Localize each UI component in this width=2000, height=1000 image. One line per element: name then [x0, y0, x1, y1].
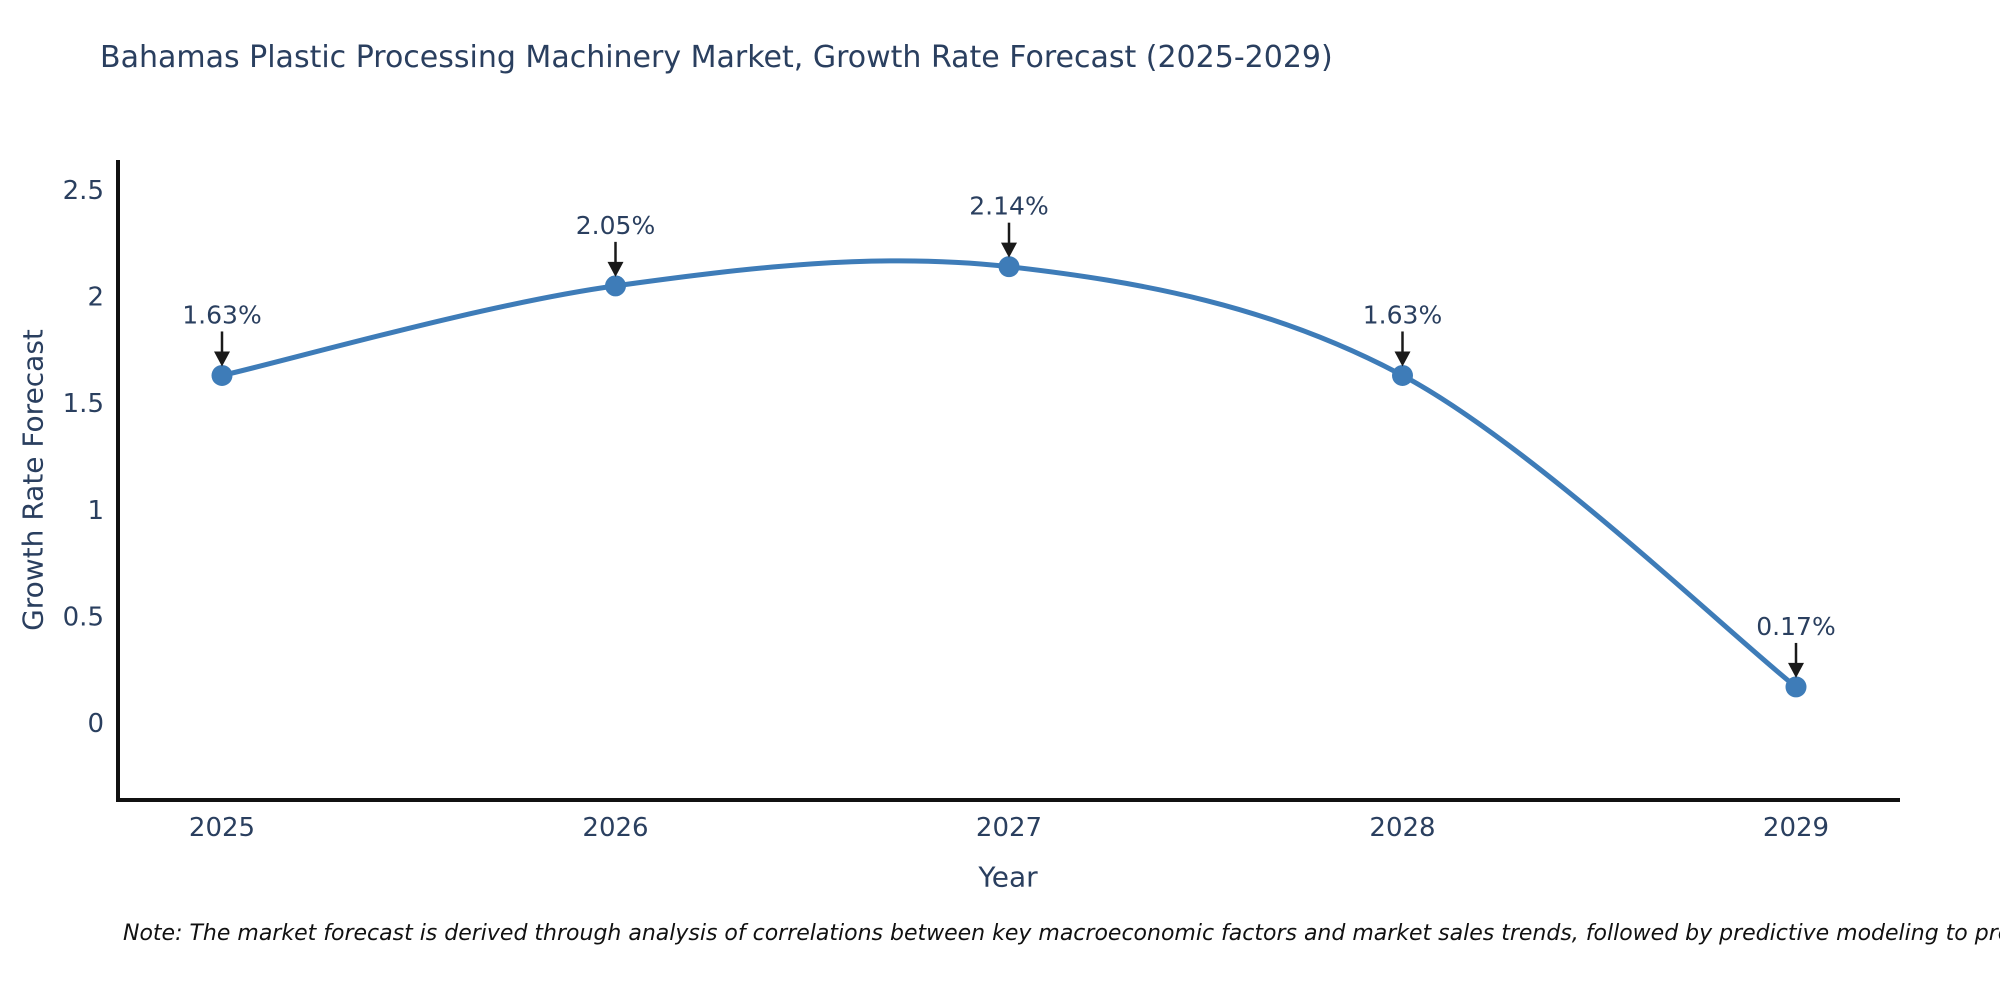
- data-point[interactable]: [1392, 364, 1413, 386]
- data-point[interactable]: [1785, 676, 1807, 698]
- annotation-label: 2.14%: [969, 192, 1048, 221]
- annotation-arrowhead-icon: [1788, 662, 1804, 678]
- x-tick-label: 2026: [582, 813, 648, 843]
- x-tick-label: 2025: [189, 813, 255, 843]
- data-point[interactable]: [605, 275, 626, 297]
- y-axis-title: Growth Rate Forecast: [16, 329, 50, 631]
- annotation-label: 1.63%: [1363, 300, 1442, 329]
- annotation-arrowhead-icon: [607, 261, 624, 277]
- annotation-label: 1.63%: [182, 300, 261, 329]
- y-tick-label: 1.5: [63, 389, 104, 419]
- annotation-arrowhead-icon: [1394, 351, 1411, 367]
- note-text: Note: The market forecast is derived thr…: [123, 921, 2000, 946]
- annotation-arrowhead-icon: [214, 351, 230, 367]
- x-tick-label: 2029: [1763, 813, 1829, 843]
- y-tick-label: 2.5: [63, 176, 104, 206]
- annotation-arrowhead-icon: [1001, 242, 1017, 258]
- annotation-label: 0.17%: [1756, 612, 1835, 641]
- y-tick-label: 2: [87, 283, 104, 313]
- y-tick-label: 1: [87, 496, 104, 526]
- chart-title: Bahamas Plastic Processing Machinery Mar…: [100, 40, 1333, 75]
- data-point[interactable]: [211, 364, 233, 386]
- data-point[interactable]: [998, 256, 1020, 278]
- x-axis-title: Year: [978, 860, 1038, 894]
- annotation-label: 2.05%: [576, 211, 655, 240]
- forecast-line: [219, 258, 1799, 690]
- y-tick-label: 0.5: [63, 603, 104, 633]
- x-tick-label: 2027: [976, 813, 1042, 843]
- y-tick-label: 0: [87, 709, 104, 739]
- x-tick-label: 2028: [1369, 813, 1435, 843]
